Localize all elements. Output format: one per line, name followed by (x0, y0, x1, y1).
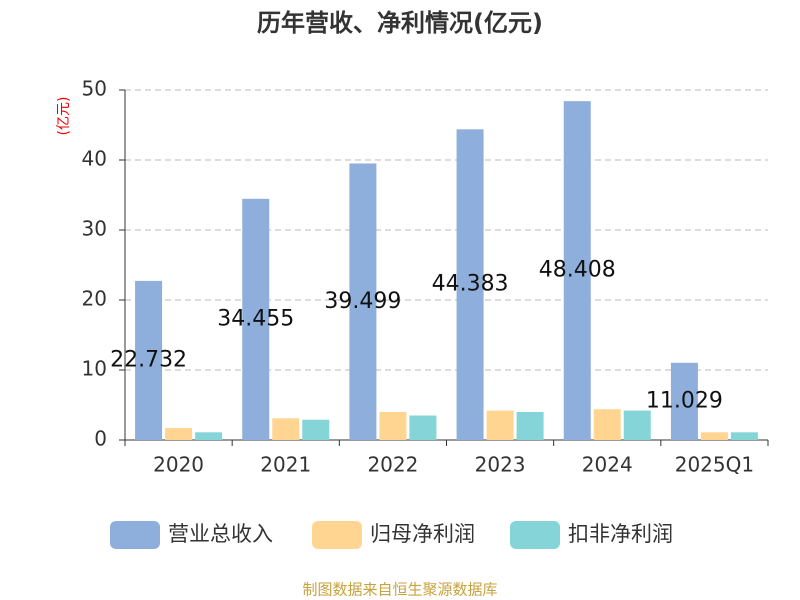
bar (242, 198, 270, 440)
data-label: 48.408 (539, 258, 616, 283)
bar (272, 418, 300, 440)
x-tick-label: 2020 (153, 453, 204, 477)
bar (409, 415, 437, 440)
data-label: 44.383 (432, 272, 509, 297)
data-label: 39.499 (324, 289, 401, 314)
legend-swatch (312, 521, 362, 549)
source-note: 制图数据来自恒生聚源数据库 (302, 581, 497, 599)
bar (456, 129, 484, 440)
data-label: 34.455 (217, 306, 294, 331)
y-tick-label: 10 (82, 357, 107, 381)
legend-label: 扣非净利润 (568, 522, 673, 546)
legend-label: 营业总收入 (168, 522, 273, 546)
legend-label: 归母净利润 (370, 522, 475, 546)
bar (593, 409, 621, 440)
y-tick-label: 30 (82, 217, 107, 241)
y-tick-label: 50 (82, 77, 107, 101)
chart-title: 历年营收、净利情况(亿元) (257, 9, 543, 37)
data-label: 22.732 (110, 347, 187, 372)
x-tick-label: 2022 (367, 453, 418, 477)
bar (135, 280, 163, 440)
x-tick-label: 2025Q1 (675, 453, 754, 477)
x-tick-label: 2021 (260, 453, 311, 477)
bar (349, 163, 377, 440)
bar (700, 432, 728, 440)
legend-swatch (510, 521, 560, 549)
y-axis-label: (亿元) (56, 97, 72, 136)
x-tick-label: 2024 (582, 453, 633, 477)
y-tick-label: 20 (82, 287, 107, 311)
bar (302, 419, 330, 440)
bar (623, 410, 651, 440)
bar (379, 412, 407, 440)
x-tick-label: 2023 (475, 453, 526, 477)
y-tick-label: 0 (94, 427, 107, 451)
bar (670, 362, 698, 440)
bar (563, 101, 591, 441)
bar (165, 428, 193, 440)
data-label: 11.029 (646, 388, 723, 413)
bar (195, 432, 223, 440)
bar (516, 412, 544, 440)
legend-swatch (110, 521, 160, 549)
y-tick-label: 40 (82, 147, 107, 171)
bar (486, 410, 514, 440)
bar (730, 432, 758, 440)
